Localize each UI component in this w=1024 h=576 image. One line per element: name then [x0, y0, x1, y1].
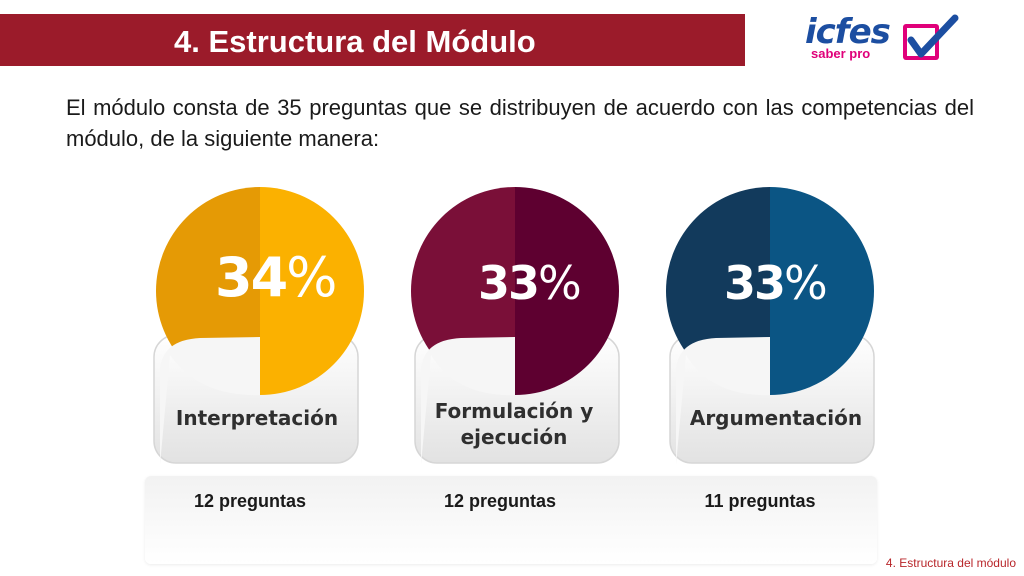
percent-interpretacion: 34% [215, 246, 337, 309]
card-formulacion [411, 187, 620, 465]
questions-panel [145, 476, 877, 564]
label-formulacion: Formulación y ejecución [434, 399, 594, 449]
page-title: 4. Estructura del Módulo [174, 24, 536, 59]
label-argumentacion: Argumentación [689, 406, 863, 430]
percent-argumentacion: 33% [724, 256, 828, 310]
questions-interpretacion: 12 preguntas [193, 491, 307, 511]
card-interpretacion [153, 187, 364, 465]
questions-argumentacion: 11 preguntas [704, 491, 816, 511]
intro-paragraph: El módulo consta de 35 preguntas que se … [66, 95, 974, 151]
title-bar [0, 14, 745, 66]
icfes-logo: icfes saber pro [805, 10, 965, 66]
check-mark-icon [903, 14, 959, 60]
questions-formulacion: 12 preguntas [443, 491, 557, 511]
logo-wordmark: icfes [805, 12, 891, 52]
card-argumentacion [666, 187, 875, 465]
footer-caption: 4. Estructura del módulo [885, 556, 1016, 570]
logo-subtitle: saber pro [811, 46, 871, 61]
label-interpretacion: Interpretación [175, 406, 339, 430]
percent-formulacion: 33% [478, 256, 582, 310]
